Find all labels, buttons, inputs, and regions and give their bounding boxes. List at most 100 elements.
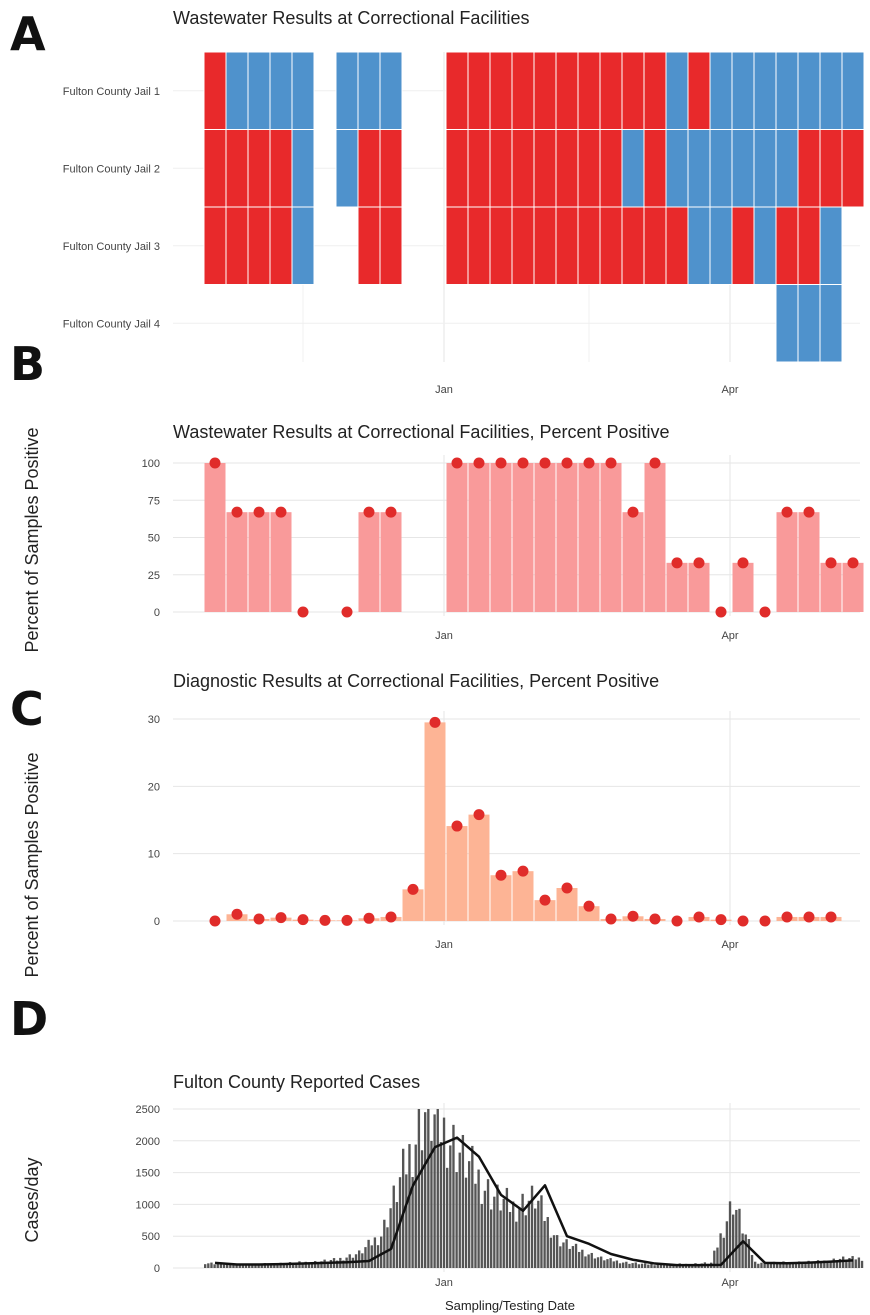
- panel-b-y-tick-label: 25: [148, 570, 160, 582]
- panel-d-daily-bar: [556, 1235, 559, 1268]
- panel-d-daily-bar: [486, 1179, 490, 1268]
- panel-d-daily-bar: [725, 1221, 729, 1268]
- panel-d-daily-bar: [716, 1247, 719, 1268]
- panel-d-x-axis-label: Sampling/Testing Date: [445, 1298, 575, 1313]
- panel-d-daily-bar: [537, 1200, 540, 1268]
- panel-b-bar: [842, 562, 864, 612]
- panel-a-cell-positive: [841, 129, 865, 208]
- panel-a-cell-negative: [335, 51, 359, 130]
- panel-d-daily-bar: [634, 1262, 637, 1268]
- panel-a-cell-negative: [621, 129, 645, 208]
- panel-c-point: [517, 865, 529, 877]
- panel-c-point: [253, 913, 265, 925]
- panel-d-x-tick-label: Apr: [721, 1277, 738, 1289]
- panel-d-daily-bar: [637, 1264, 641, 1268]
- panel-d-daily-bar: [552, 1235, 556, 1268]
- panel-d-daily-bar: [402, 1148, 405, 1268]
- panel-c-y-tick-label: 10: [148, 849, 160, 861]
- panel-d-daily-bar: [496, 1184, 499, 1268]
- panel-d-daily-bar: [389, 1208, 392, 1268]
- panel-d-daily-bar: [838, 1258, 842, 1268]
- panel-c-point: [319, 914, 331, 926]
- panel-d-daily-bar: [480, 1203, 483, 1268]
- panel-a-cell-positive: [511, 51, 535, 130]
- panel-d-daily-bar: [436, 1109, 439, 1268]
- panel-c-point: [693, 911, 705, 923]
- panel-b-bar: [358, 512, 380, 612]
- panel-c-title: Diagnostic Results at Correctional Facil…: [173, 671, 659, 691]
- panel-b-point: [473, 457, 485, 469]
- panel-d-daily-bar: [546, 1217, 549, 1268]
- panel-d-daily-bar: [474, 1183, 477, 1268]
- panel-c-bar: [402, 889, 424, 921]
- panel-d-title: Fulton County Reported Cases: [173, 1072, 420, 1092]
- panel-a-cell-negative: [269, 51, 293, 130]
- panel-b-bar: [556, 463, 578, 612]
- panel-a-cell-negative: [291, 51, 315, 130]
- panel-d-daily-bar: [213, 1264, 216, 1268]
- panel-d-daily-bar: [458, 1152, 461, 1268]
- panel-a-cell-positive: [819, 129, 843, 208]
- panel-d-daily-bar: [336, 1260, 339, 1268]
- panel-d-daily-bar: [442, 1117, 446, 1268]
- panel-a-cell-negative: [775, 129, 799, 208]
- panel-d-daily-bar: [647, 1264, 650, 1268]
- panel-a-cell-positive: [643, 51, 667, 130]
- panel-d-daily-bar: [769, 1262, 773, 1268]
- panel-c-point: [671, 915, 683, 927]
- panel-d-daily-bar: [754, 1261, 757, 1268]
- panel-d-daily-bar: [581, 1249, 584, 1268]
- panel-d-daily-bar: [524, 1215, 527, 1268]
- panel-b-y-tick-label: 0: [154, 607, 160, 619]
- panel-c-bar: [424, 722, 446, 921]
- panel-a-cell-negative: [247, 51, 271, 130]
- panel-d-smoothed-line: [214, 1136, 854, 1267]
- panel-a-cell-negative: [775, 51, 799, 130]
- panel-d-daily-bar: [424, 1112, 427, 1268]
- panel-a-cell-positive: [577, 129, 601, 208]
- panel-b-point: [209, 457, 221, 469]
- panel-c-bar: [578, 906, 600, 921]
- panel-a-cell-positive: [225, 129, 249, 208]
- panel-d-daily-bar: [826, 1262, 829, 1268]
- panel-d-daily-bar: [326, 1261, 329, 1268]
- panel-a-cell-positive: [467, 51, 491, 130]
- panel-d-daily-bar: [392, 1185, 395, 1268]
- panel-a-cell-positive: [533, 51, 557, 130]
- panel-d-daily-bar: [446, 1167, 449, 1268]
- panel-d-daily-bar: [414, 1144, 417, 1268]
- panel-d-daily-bar: [439, 1142, 443, 1268]
- panel-d-daily-bar: [383, 1219, 386, 1268]
- panel-d-daily-bar: [857, 1257, 861, 1268]
- panel-b-bar: [490, 463, 512, 612]
- panel-b-x-tick-label: Jan: [435, 630, 453, 642]
- panel-d-daily-bar: [640, 1263, 644, 1268]
- panel-a-cell-positive: [533, 129, 557, 208]
- panel-a-cell-positive: [775, 206, 799, 285]
- panel-d-daily-bar: [540, 1195, 543, 1268]
- panel-b-x-tick-label: Apr: [721, 630, 738, 642]
- panel-d-daily-bar: [521, 1193, 524, 1268]
- panel-b-point: [737, 557, 749, 569]
- panel-d-daily-bar: [603, 1260, 606, 1268]
- panel-b-bar: [776, 512, 798, 612]
- panel-c-x-tick-label: Apr: [721, 939, 738, 951]
- panel-d-daily-bar: [750, 1254, 754, 1268]
- panel-a-cell-positive: [203, 129, 227, 208]
- panel-a-cell-negative: [819, 284, 843, 363]
- panel-c-point: [429, 716, 441, 728]
- panel-a-cell-positive: [489, 51, 513, 130]
- panel-d-daily-bar: [757, 1263, 760, 1268]
- panel-c-bar: [512, 871, 534, 921]
- panel-c-point: [649, 913, 661, 925]
- panel-d-daily-bar: [471, 1145, 474, 1268]
- panel-d-daily-bar: [235, 1263, 238, 1268]
- panel-d-daily-bar: [631, 1263, 634, 1268]
- panel-d-daily-bar: [590, 1252, 593, 1268]
- panel-d-daily-bar: [512, 1201, 515, 1268]
- panel-letter-d: D: [10, 992, 48, 1046]
- panel-a-cell-negative: [775, 284, 799, 363]
- panel-a-cell-positive: [621, 206, 645, 285]
- panel-d-daily-bar: [461, 1134, 465, 1268]
- panel-b-point: [803, 506, 815, 518]
